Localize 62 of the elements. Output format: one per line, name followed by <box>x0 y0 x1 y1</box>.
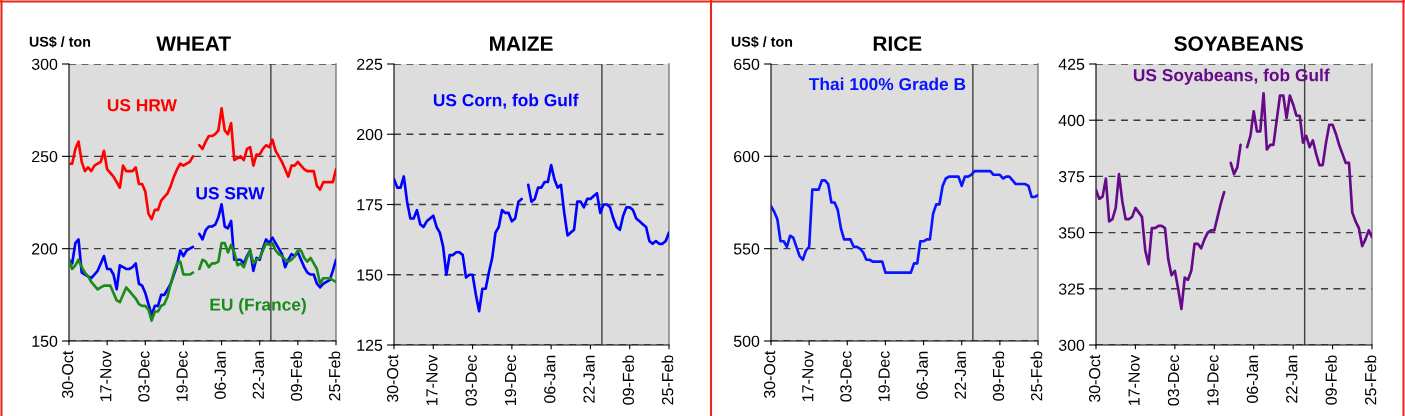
x-tick-label: 30-Oct <box>61 350 74 399</box>
y-axis-title: US$ / ton <box>29 36 91 48</box>
x-tick-label: 17-Nov <box>100 350 112 401</box>
x-tick-label: 03-Dec <box>840 351 852 402</box>
x-tick-label: 22-Jan <box>954 351 966 399</box>
x-tick-label: 19-Dec <box>878 351 890 401</box>
x-tick-label: 17-Nov <box>1128 354 1140 405</box>
y-tick-label: 500 <box>733 335 760 347</box>
x-tick-label: 06-Jan <box>214 351 226 399</box>
y-tick-label: 300 <box>31 58 58 70</box>
x-tick-label: 06-Jan <box>1246 355 1258 403</box>
y-tick-label: 150 <box>357 269 383 281</box>
x-tick-label: 19-Dec <box>1207 355 1219 405</box>
x-tick-label: 03-Dec <box>1167 355 1180 406</box>
text: US Corn, fob Gulf <box>433 93 579 109</box>
x-tick-label: 09-Feb <box>1325 355 1337 405</box>
x-tick-label: 19-Dec <box>176 351 188 401</box>
y-tick-label: 400 <box>1058 114 1085 127</box>
y-tick-label: 250 <box>32 150 58 163</box>
x-tick-label: 09-Feb <box>992 351 1005 401</box>
x-tick-label: 22-Jan <box>583 355 595 403</box>
x-tick-label: 06-Jan <box>544 355 556 403</box>
y-tick-label: 650 <box>734 58 760 70</box>
y-tick-label: 350 <box>1058 227 1085 239</box>
y-tick-label: 425 <box>1058 58 1085 70</box>
x-tick-label: 25-Feb <box>661 355 674 405</box>
y-tick-label: 300 <box>1058 339 1085 351</box>
x-tick-label: 17-Nov <box>802 350 814 401</box>
chart-title: MAIZE <box>490 36 553 51</box>
x-tick-label: 22-Jan <box>252 351 264 399</box>
x-tick-label: 09-Feb <box>622 355 634 405</box>
x-tick-label: 25-Feb <box>1364 355 1377 405</box>
text: US HRW <box>107 99 177 112</box>
x-tick-label: 06-Jan <box>916 351 928 399</box>
x-tick-label: 19-Dec <box>504 355 517 405</box>
x-tick-label: 25-Feb <box>1030 351 1043 401</box>
chart-title: SOYABEANS <box>1174 36 1303 52</box>
x-tick-label: 03-Dec <box>138 351 150 402</box>
y-tick-label: 375 <box>1058 171 1085 183</box>
chart-title: RICE <box>873 36 922 52</box>
series-label: US SRW <box>196 187 265 200</box>
x-tick-label: 25-Feb <box>328 351 341 401</box>
x-tick-label: 30-Oct <box>386 354 399 403</box>
y-tick-label: 125 <box>357 339 383 351</box>
y-tick-label: 200 <box>357 128 383 141</box>
chart-title: WHEAT <box>156 36 231 51</box>
y-tick-label: 150 <box>32 335 58 347</box>
x-tick-label: 30-Oct <box>1088 354 1101 403</box>
y-tick-label: 175 <box>357 199 383 211</box>
text: Thai 100% Grade B <box>808 77 966 91</box>
y-tick-label: 600 <box>734 150 760 163</box>
y-tick-label: 225 <box>357 58 383 70</box>
y-tick-label: 550 <box>733 243 760 255</box>
y-tick-label: 325 <box>1058 283 1085 295</box>
x-tick-label: 30-Oct <box>763 350 776 399</box>
line-series <box>771 169 1038 274</box>
y-tick-label: 200 <box>32 243 58 255</box>
x-tick-label: 22-Jan <box>1286 355 1298 403</box>
y-axis-title: US$ / ton <box>731 36 793 48</box>
x-tick-label: 09-Feb <box>290 351 303 401</box>
x-tick-label: 03-Dec <box>465 355 477 406</box>
x-tick-label: 17-Nov <box>426 354 438 405</box>
